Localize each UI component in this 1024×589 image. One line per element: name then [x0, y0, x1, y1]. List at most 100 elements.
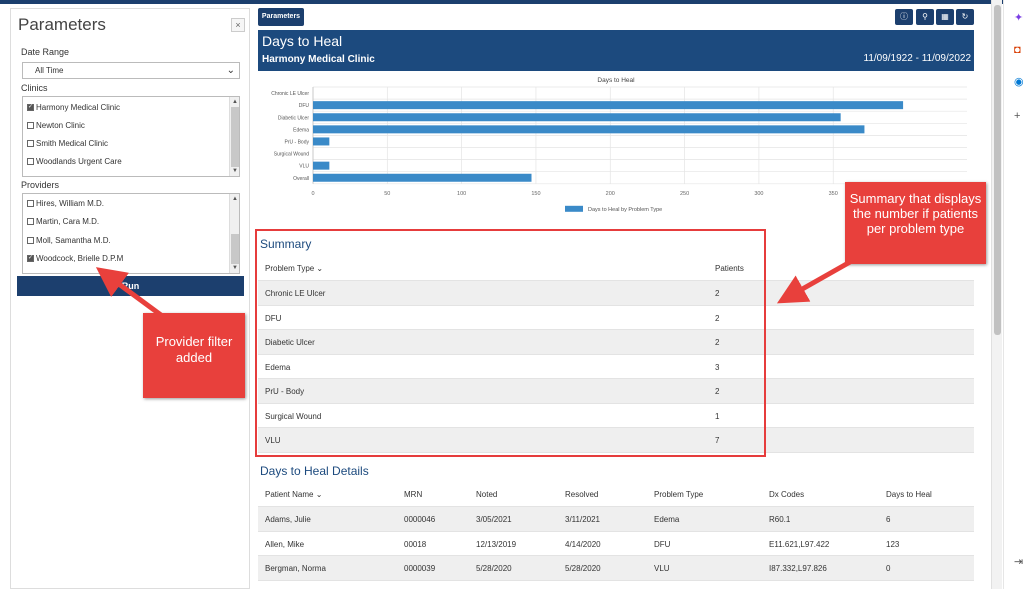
provider-item[interactable]: Hires, William M.D. — [27, 199, 104, 208]
provider-item[interactable]: Martin, Cara M.D. — [27, 217, 99, 226]
table-row: Adams, Julie 0000046 3/05/2021 3/11/2021… — [258, 507, 974, 532]
summary-highlight-box — [255, 229, 766, 457]
summary-header-row: Problem Type ⌄ Patients — [258, 255, 974, 281]
clinics-label: Clinics — [21, 83, 48, 93]
x-tick-label: 200 — [606, 191, 615, 197]
legend-swatch — [565, 205, 583, 212]
checkbox-icon[interactable] — [27, 218, 34, 225]
clinics-scrollbar[interactable]: ▲ ▼ — [229, 97, 239, 176]
scroll-down-icon[interactable]: ▼ — [232, 265, 238, 271]
page-scrollbar[interactable] — [991, 0, 1002, 589]
bar — [313, 101, 904, 110]
y-tick-label: DFU — [299, 103, 310, 109]
date-range-label: Date Range — [21, 47, 70, 57]
clinic-item[interactable]: Smith Medical Clinic — [27, 139, 108, 148]
date-range-select[interactable]: All Time ⌄ — [22, 62, 240, 79]
run-button[interactable]: Run — [17, 276, 244, 296]
x-tick-label: 0 — [311, 191, 314, 197]
checkbox-icon[interactable] — [27, 200, 34, 207]
table-row: Allen, Mike 00018 12/13/2019 4/14/2020 D… — [258, 532, 974, 556]
x-tick-label: 50 — [384, 191, 390, 197]
parameters-toggle-button[interactable]: Parameters — [258, 8, 304, 26]
problem-type-header[interactable]: Problem Type ⌄ — [265, 264, 324, 273]
scroll-up-icon[interactable]: ▲ — [232, 196, 238, 202]
report-date-range: 11/09/1922 - 11/09/2022 — [863, 53, 972, 64]
page-scroll-thumb[interactable] — [994, 5, 1001, 335]
provider-filter-callout: Provider filter added — [143, 313, 245, 398]
table-row: Edema 3 — [258, 355, 974, 379]
y-tick-label: Edema — [293, 127, 309, 133]
clinic-item[interactable]: Woodlands Urgent Care — [27, 157, 122, 166]
providers-label: Providers — [21, 180, 60, 190]
scroll-up-icon[interactable]: ▲ — [232, 99, 238, 105]
checkbox-checked-icon[interactable]: ✓ — [27, 255, 34, 262]
clinic-item[interactable]: Newton Clinic — [27, 121, 85, 130]
parameters-title: Parameters — [18, 15, 106, 34]
add-icon[interactable]: + — [1014, 110, 1021, 122]
table-icon[interactable]: ▦ — [936, 9, 954, 25]
providers-list: Hires, William M.D. Martin, Cara M.D. Mo… — [22, 193, 240, 274]
providers-scrollbar[interactable]: ▲ ▼ — [229, 194, 239, 273]
x-tick-label: 150 — [531, 191, 540, 197]
bar — [313, 161, 330, 170]
summary-callout: Summary that displays the number if pati… — [845, 182, 986, 264]
bar — [313, 137, 330, 146]
y-tick-label: Overall — [293, 176, 309, 182]
bar — [313, 113, 841, 122]
top-accent-bar — [0, 0, 1024, 4]
report-header: Days to Heal Harmony Medical Clinic 11/0… — [258, 30, 974, 71]
scroll-thumb[interactable] — [231, 107, 239, 167]
noted-header[interactable]: Noted — [476, 490, 498, 499]
resolved-header[interactable]: Resolved — [565, 490, 599, 499]
details-table: Patient Name ⌄ MRN Noted Resolved Proble… — [258, 482, 974, 581]
table-row: VLU 7 — [258, 428, 974, 453]
table-row: DFU 2 — [258, 306, 974, 330]
y-tick-label: PrU - Body — [285, 139, 310, 145]
table-row: PrU - Body 2 — [258, 379, 974, 404]
checkbox-icon[interactable] — [27, 158, 34, 165]
close-parameters-button[interactable]: × — [231, 18, 245, 32]
days-to-heal-chart: Days to Heal 0 50 100 150 200 250 300 350 Chronic… — [271, 77, 967, 213]
outlook-icon[interactable]: ◉ — [1014, 76, 1024, 88]
scroll-down-icon[interactable]: ▼ — [232, 168, 238, 174]
patient-name-header[interactable]: Patient Name ⌄ — [265, 490, 323, 499]
chart-title: Days to Heal — [597, 77, 635, 84]
table-row: Chronic LE Ulcer 2 — [258, 281, 974, 306]
checkbox-checked-icon[interactable]: ✓ — [27, 104, 34, 111]
report-clinic: Harmony Medical Clinic — [262, 54, 375, 65]
provider-item[interactable]: Moll, Samantha M.D. — [27, 236, 111, 245]
y-tick-label: Diabetic Ulcer — [278, 115, 309, 121]
provider-item[interactable]: ✓ Woodcock, Brielle D.P.M — [27, 254, 124, 263]
y-tick-label: VLU — [299, 164, 309, 170]
checkbox-icon[interactable] — [27, 140, 34, 147]
scroll-thumb[interactable] — [231, 234, 239, 264]
patients-header[interactable]: Patients — [715, 264, 744, 273]
dx-codes-header[interactable]: Dx Codes — [769, 490, 805, 499]
refresh-icon[interactable]: ↻ — [956, 9, 974, 25]
table-row: Surgical Wound 1 — [258, 404, 974, 428]
legend-label: Days to Heal by Problem Type — [588, 207, 662, 213]
problem-type-header[interactable]: Problem Type — [654, 490, 704, 499]
clinic-item[interactable]: ✓ Harmony Medical Clinic — [27, 103, 121, 112]
days-to-heal-header[interactable]: Days to Heal — [886, 490, 932, 499]
checkbox-icon[interactable] — [27, 122, 34, 129]
y-tick-label: Chronic LE Ulcer — [271, 91, 309, 97]
details-header-row: Patient Name ⌄ MRN Noted Resolved Proble… — [258, 482, 974, 507]
summary-table: Problem Type ⌄ Patients Chronic LE Ulcer… — [258, 255, 974, 453]
bar — [313, 173, 532, 182]
sparkle-icon[interactable]: ✦ — [1014, 12, 1024, 24]
y-tick-label: Surgical Wound — [274, 152, 309, 158]
checkbox-icon[interactable] — [27, 237, 34, 244]
sidebar-toggle-icon[interactable]: ⇥ — [1014, 556, 1024, 568]
browser-side-strip: ✦ ◘ ◉ + ⇥ — [1003, 0, 1024, 589]
info-icon[interactable]: ⓘ — [895, 9, 913, 25]
mrn-header[interactable]: MRN — [404, 490, 423, 499]
office-icon[interactable]: ◘ — [1014, 44, 1021, 56]
chevron-down-icon: ⌄ — [226, 65, 235, 76]
x-tick-label: 100 — [457, 191, 466, 197]
pin-icon[interactable]: ⚲ — [916, 9, 934, 25]
report-title: Days to Heal — [262, 33, 343, 49]
table-row: Bergman, Norma 0000039 5/28/2020 5/28/20… — [258, 556, 974, 581]
bar — [313, 125, 865, 134]
clinics-list: ✓ Harmony Medical Clinic Newton Clinic Sm… — [22, 96, 240, 177]
